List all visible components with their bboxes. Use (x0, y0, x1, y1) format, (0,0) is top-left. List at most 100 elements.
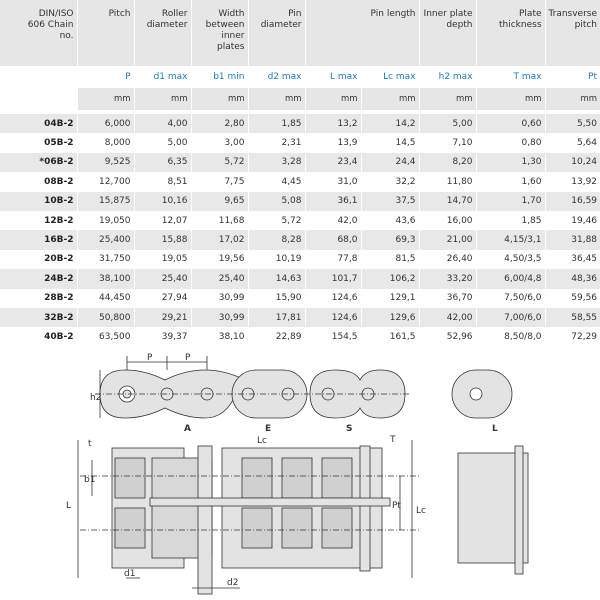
value-cell: 63,500 (76, 327, 134, 347)
value-cell: 8,50/8,0 (475, 327, 546, 347)
label-p: P (185, 353, 191, 363)
chain-top-view (77, 440, 420, 595)
value-cell: 4,15/3,1 (475, 230, 546, 250)
value-cell: 3,00 (190, 133, 248, 153)
chain-no-cell: 16B-2 (0, 230, 77, 250)
chain-no-cell: 32B-2 (0, 307, 77, 328)
value-cell: 59,56 (544, 288, 600, 308)
value-cell: 1,60 (475, 172, 546, 192)
value-cell: 50,800 (76, 307, 134, 328)
chain-no-cell: 10B-2 (0, 191, 77, 211)
value-cell: 15,90 (247, 288, 305, 308)
table-row: 20B-2 31,750 19,05 19,56 10,19 77,8 81,5 26,40 4… (0, 249, 600, 270)
value-cell: 1,85 (475, 210, 546, 231)
header-inner-plate-depth: Inner plate depth (418, 0, 477, 66)
label-l: L (66, 501, 71, 511)
label-lc: Lc (257, 436, 267, 446)
header-pin-length: Pin length (304, 0, 420, 66)
header-plate-thickness: Plate thickness (475, 0, 546, 66)
label-b1: b1 (84, 475, 95, 485)
value-cell: 38,10 (190, 327, 248, 347)
symbol: Pt (544, 66, 600, 88)
value-cell: 36,70 (418, 288, 477, 308)
table-row: 04B-2 6,000 4,00 2,80 1,85 13,2 14,2 5,00 0,60 5,… (0, 114, 600, 134)
value-cell: 24,4 (360, 152, 420, 173)
label-pt: Pt (392, 501, 401, 511)
header-pin-diameter: Pin diameter (247, 0, 305, 66)
value-cell: 48,36 (544, 269, 600, 289)
value-cell: 68,0 (304, 230, 361, 250)
value-cell: 10,24 (544, 152, 600, 173)
value-cell: 17,81 (247, 307, 305, 328)
value-cell: 32,2 (360, 172, 420, 192)
value-cell: 38,100 (76, 269, 134, 289)
value-cell: 7,50/6,0 (475, 288, 546, 308)
header-chain-no: DIN/ISO 606 Chain no. (0, 0, 77, 66)
symbol: d2 max (247, 66, 305, 88)
value-cell: 161,5 (360, 327, 420, 347)
value-cell: 154,5 (304, 327, 361, 347)
value-cell: 19,050 (76, 210, 134, 231)
value-cell: 19,05 (133, 249, 191, 270)
value-cell: 7,00/6,0 (475, 307, 546, 328)
unit-row: mm mm mm mm mm mm mm mm mm (0, 88, 600, 110)
label-p: P (147, 353, 153, 363)
value-cell: 58,55 (544, 307, 600, 328)
value-cell: 5,08 (247, 191, 305, 211)
table-row: 10B-2 15,875 10,16 9,65 5,08 36,1 37,5 14,70 1,7… (0, 191, 600, 211)
value-cell: 106,2 (360, 269, 420, 289)
table-row: 24B-2 38,100 25,40 25,40 14,63 101,7 106,2 33,2… (0, 269, 600, 289)
unit: mm (544, 88, 600, 110)
chain-no-cell: 20B-2 (44, 254, 74, 265)
value-cell: 52,96 (418, 327, 477, 347)
value-cell: 37,5 (360, 191, 420, 211)
value-cell: 5,72 (190, 152, 248, 173)
table-row: 05B-2 8,000 5,00 3,00 2,31 13,9 14,5 7,10 0,80 5,… (0, 133, 600, 153)
value-cell: 1,85 (247, 114, 305, 134)
value-cell: 2,31 (247, 133, 305, 153)
header-pitch: Pitch (76, 0, 134, 66)
value-cell: 30,99 (190, 307, 248, 328)
value-cell: 14,2 (360, 114, 420, 134)
value-cell: 101,7 (304, 269, 361, 289)
value-cell: 39,37 (133, 327, 191, 347)
value-cell: 5,64 (544, 133, 600, 153)
value-cell: 1,70 (475, 191, 546, 211)
value-cell: 2,80 (190, 114, 248, 134)
value-cell: 31,750 (76, 249, 134, 270)
value-cell: 72,29 (544, 327, 600, 347)
chain-no-cell: 24B-2 (0, 269, 77, 289)
value-cell: 26,40 (418, 249, 477, 270)
value-cell: 124,6 (304, 288, 361, 308)
value-cell: 31,88 (544, 230, 600, 250)
value-cell: 14,5 (360, 133, 420, 153)
table-row: 28B-2 44,450 27,94 30,99 15,90 124,6 129,1 36,7… (0, 288, 600, 308)
chain-spec-table: DIN/ISO 606 Chain no. Pitch Roller diame… (0, 0, 600, 347)
value-cell: 17,02 (190, 230, 248, 250)
value-cell: 3,28 (247, 152, 305, 173)
value-cell: 30,99 (190, 288, 248, 308)
value-cell: 23,4 (304, 152, 361, 173)
value-cell: 22,89 (247, 327, 305, 347)
value-cell: 69,3 (360, 230, 420, 250)
unit: mm (304, 88, 361, 110)
table-row: *06B-2 9,525 6,35 5,72 3,28 23,4 24,4 8,20 1,30 1… (0, 152, 600, 173)
value-cell: 1,30 (475, 152, 546, 173)
value-cell: 36,45 (544, 249, 600, 270)
symbol: L max (304, 66, 361, 88)
value-cell: 27,94 (133, 288, 191, 308)
value-cell: 10,16 (133, 191, 191, 211)
chain-no-cell: 28B-2 (44, 293, 74, 304)
chain-side-view (95, 356, 410, 419)
value-cell: 21,00 (418, 230, 477, 250)
value-cell: 6,00/4,8 (475, 269, 546, 289)
value-cell: 4,50/3,5 (475, 249, 546, 270)
table-row: 40B-2 63,500 39,37 38,10 22,89 154,5 161,5 52,9… (0, 327, 600, 347)
chain-no-cell: 04B-2 (0, 114, 77, 134)
unit: mm (190, 88, 248, 110)
value-cell: 6,35 (133, 152, 191, 173)
label-e: E (265, 424, 271, 434)
value-cell: 129,1 (360, 288, 420, 308)
label-d2: d2 (227, 578, 238, 588)
value-cell: 124,6 (304, 307, 361, 328)
